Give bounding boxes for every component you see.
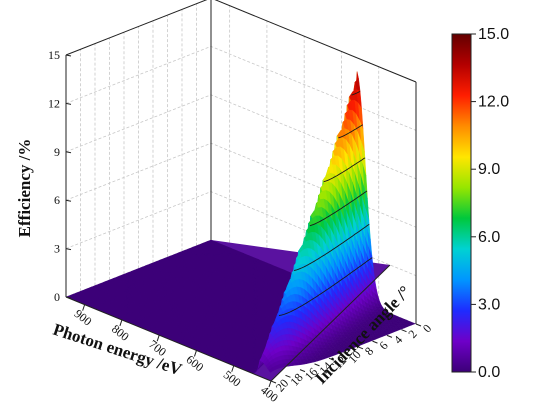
grid-line-z xyxy=(65,0,417,83)
grid-line-z xyxy=(65,45,417,131)
efficiency-surface xyxy=(65,71,416,374)
